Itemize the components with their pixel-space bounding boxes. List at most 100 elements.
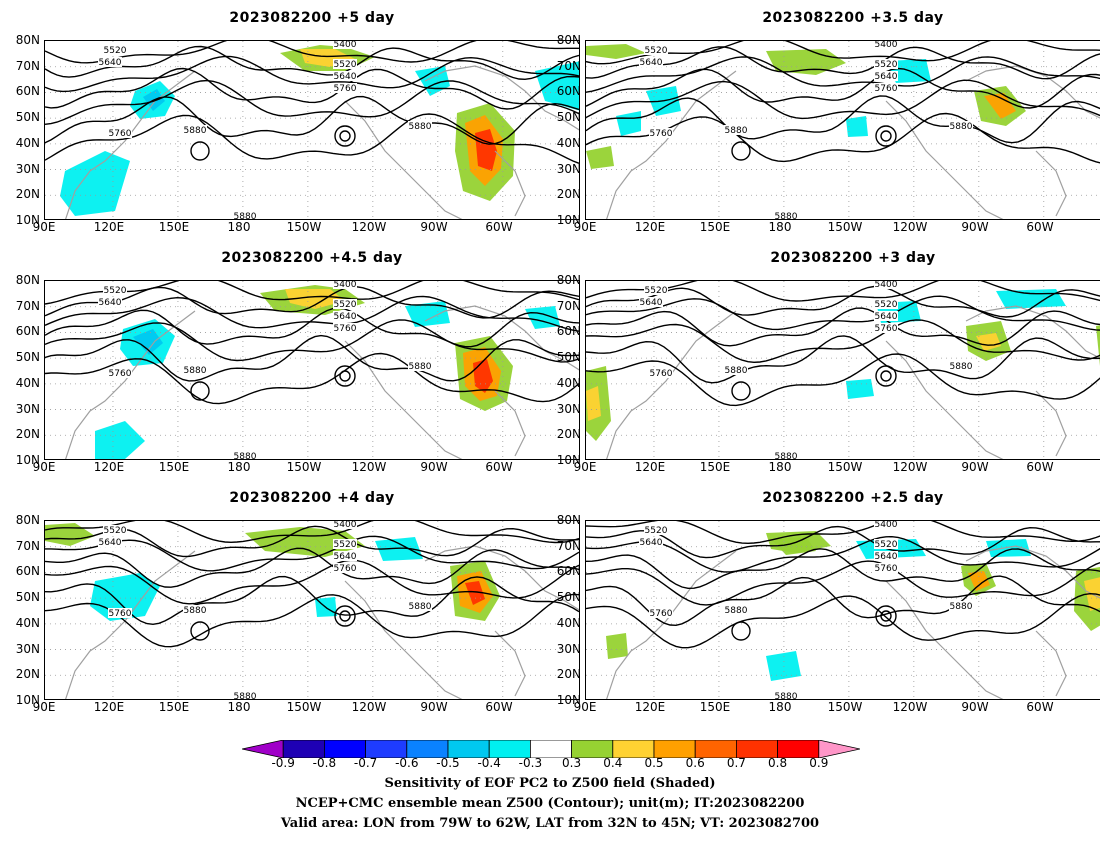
contour-label: 5880 — [775, 692, 798, 700]
lat-tick-label: 60N — [556, 84, 581, 99]
height-contour — [45, 295, 579, 332]
lat-tick-label: 80N — [15, 273, 40, 287]
lon-tick-label: 150E — [699, 700, 731, 714]
lon-tick-label: 90W — [961, 220, 989, 234]
contour-label: 5880 — [234, 692, 257, 700]
lat-tick-label: 50N — [556, 110, 581, 125]
height-contour — [45, 113, 579, 164]
lon-tick-label: 60W — [1026, 460, 1054, 474]
sensitivity-shading — [766, 651, 801, 681]
closed-contour — [190, 141, 210, 161]
sensitivity-shading — [846, 379, 874, 399]
lat-tick-label: 50N — [15, 110, 40, 125]
lat-tick-label: 10N — [15, 453, 40, 467]
lat-tick-label: 80N — [556, 513, 581, 527]
map-panel: 5520 5640 5400 5520 5640 5760 5760 5880 5880 5880 — [44, 40, 580, 220]
lon-tick-label: 150W — [286, 220, 322, 234]
sensitivity-shading — [375, 537, 423, 561]
lat-tick-label: 60N — [15, 324, 40, 339]
lat-tick-label: 20N — [15, 187, 40, 202]
sensitivity-shading — [606, 633, 628, 659]
height-contour — [586, 335, 1100, 384]
lon-tick-label: 90W — [961, 460, 989, 474]
lat-tick-label: 60N — [556, 324, 581, 339]
contour-label: 5760 — [334, 324, 357, 334]
panel-title: 2023082200 +5 day — [229, 10, 395, 26]
lat-tick-label: 20N — [556, 427, 581, 442]
lon-tick-label: 120W — [351, 460, 387, 474]
lat-tick-label: 20N — [15, 427, 40, 442]
lat-tick-label: 50N — [15, 350, 40, 365]
height-contour — [586, 79, 1100, 120]
contour-label: 5760 — [334, 84, 357, 94]
coastline — [65, 70, 196, 219]
coastline — [65, 310, 196, 459]
sensitivity-shading — [586, 44, 646, 59]
closed-contour — [339, 370, 351, 382]
lon-tick-label: 90E — [573, 220, 597, 234]
contour-label: 5520 — [875, 540, 898, 550]
height-contour — [586, 575, 1100, 627]
map-plot: 5520 5640 5400 5520 5640 5760 5760 5880 5880 5880 — [586, 521, 1100, 700]
height-contour — [586, 319, 1100, 364]
height-contour — [586, 548, 1100, 590]
lon-tick-label: 120W — [351, 220, 387, 234]
contour-label: 5520 — [875, 300, 898, 310]
lat-tick-label: 20N — [15, 667, 40, 682]
lon-tick-label: 60W — [1026, 700, 1054, 714]
height-contour — [586, 592, 1100, 649]
height-contour — [586, 41, 1100, 65]
sensitivity-shading — [984, 93, 1016, 119]
height-contour — [45, 559, 579, 605]
height-contour — [586, 56, 1100, 93]
contour-label: 5640 — [875, 312, 898, 322]
coastline — [494, 390, 526, 457]
lon-tick-label: 90W — [420, 700, 448, 714]
lat-tick-label: 40N — [15, 135, 40, 150]
lat-tick-label: 30N — [556, 401, 581, 416]
lat-tick-label: 70N — [15, 538, 40, 553]
lat-tick-label: 40N — [556, 375, 581, 390]
lat-tick-label: 30N — [15, 641, 40, 656]
contour-label: 5880 — [725, 366, 748, 376]
coastline — [965, 65, 1100, 119]
height-contour — [45, 535, 579, 572]
lat-tick-label: 40N — [15, 375, 40, 390]
lat-tick-label: 70N — [556, 298, 581, 313]
map-plot: 5520 5640 5400 5520 5640 5760 5760 5880 5880 5880 — [586, 41, 1100, 219]
contour-label: 5760 — [875, 564, 898, 574]
closed-contour — [875, 605, 897, 627]
contour-label: 5520 — [104, 46, 127, 56]
closed-contour — [731, 381, 751, 401]
height-contour — [45, 45, 579, 81]
lat-tick-label: 10N — [556, 453, 581, 467]
coastline — [1035, 630, 1067, 697]
contour-label: 5400 — [875, 281, 898, 290]
panel-title: 2023082200 +2.5 day — [762, 490, 944, 506]
contour-label: 5640 — [875, 552, 898, 562]
lat-tick-label: 70N — [556, 58, 581, 73]
panel-title: 2023082200 +3.5 day — [762, 10, 944, 26]
lat-tick-label: 70N — [556, 538, 581, 553]
map-panel: 5520 5640 5400 5520 5640 5760 5760 5880 5880 5880 — [585, 520, 1100, 700]
height-contour — [45, 593, 579, 648]
contour-label: 5520 — [645, 286, 668, 296]
lon-tick-label: 90E — [32, 220, 56, 234]
coastline — [606, 70, 737, 219]
map-plot: 5520 5640 5400 5520 5640 5760 5760 5880 5880 5880 — [45, 281, 579, 459]
lat-tick-label: 80N — [556, 273, 581, 287]
lat-tick-label: 80N — [556, 33, 581, 47]
coastline — [885, 340, 1004, 459]
sensitivity-shading — [285, 289, 345, 309]
coastline — [606, 550, 737, 699]
contour-label: 5880 — [184, 126, 207, 136]
height-contour — [45, 79, 579, 125]
height-contour — [45, 55, 579, 93]
lon-tick-label: 120E — [634, 460, 666, 474]
contour-label: 5880 — [775, 452, 798, 460]
height-contour — [586, 112, 1100, 164]
coastline — [494, 150, 526, 217]
colorbar-tick-label: -0.8 — [312, 756, 337, 770]
lon-tick-label: 120E — [634, 700, 666, 714]
sensitivity-shading — [846, 116, 868, 137]
